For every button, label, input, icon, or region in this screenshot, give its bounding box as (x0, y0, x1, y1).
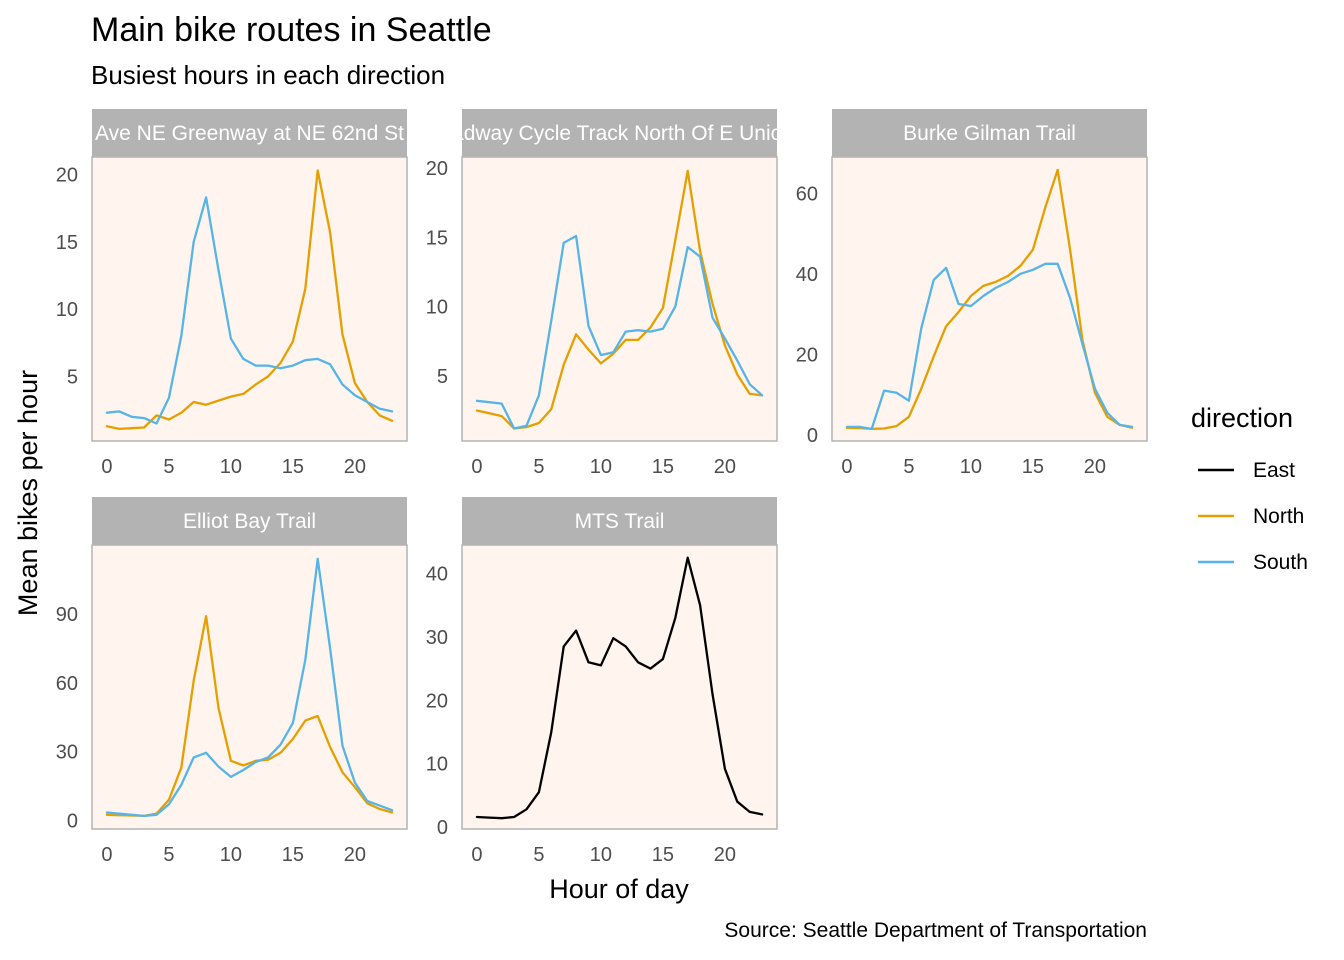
facet-strip-label: Elliot Bay Trail (183, 510, 316, 533)
x-tick-label: 20 (1084, 456, 1106, 478)
y-tick-label: 0 (807, 425, 818, 447)
legend-label: South (1253, 551, 1308, 574)
series-line-south (105, 196, 394, 425)
panel-burke-gilman-trail: Burke Gilman Trail 0 5 10 15 20 0 20 40 60 (796, 109, 1148, 478)
series-line-south (475, 234, 764, 430)
x-tick-label: 15 (652, 456, 674, 478)
x-tick-label: 5 (533, 456, 544, 478)
y-tick-label: 0 (67, 811, 78, 833)
y-tick-label: 90 (56, 604, 78, 626)
x-tick-label: 5 (903, 456, 914, 478)
x-axis-title: Hour of day (549, 874, 689, 904)
y-tick-label: 60 (796, 183, 818, 205)
y-tick-label: 20 (426, 690, 448, 712)
y-tick-label: 5 (437, 366, 448, 388)
panel-mts-trail: MTS Trail 0 5 10 15 20 0 10 20 30 40 (426, 497, 778, 866)
y-tick-label: 30 (56, 742, 78, 764)
legend: direction East North South (1191, 403, 1308, 574)
panel-elliot-bay-trail: Elliot Bay Trail 0 5 10 15 20 0 30 60 90 (56, 497, 408, 866)
facet-strip (92, 109, 407, 157)
series-line-south (105, 557, 394, 818)
x-tick-label: 5 (163, 844, 174, 866)
panel-background (461, 156, 778, 442)
y-tick-label: 10 (426, 754, 448, 776)
legend-item-south: South (1198, 551, 1308, 574)
facet-strip-label: MTS Trail (575, 510, 665, 533)
facet-strip-label: Burke Gilman Trail (903, 122, 1076, 145)
series-line-north (105, 169, 394, 431)
x-tick-label: 10 (590, 844, 612, 866)
series-line-south (845, 262, 1134, 431)
x-tick-label: 15 (1022, 456, 1044, 478)
facet-strip (832, 109, 1147, 157)
y-tick-label: 60 (56, 673, 78, 695)
chart-title: Main bike routes in Seattle (91, 11, 492, 49)
y-tick-label: 30 (426, 627, 448, 649)
facet-strip-label: Ave NE Greenway at NE 62nd St (95, 122, 404, 145)
x-tick-label: 20 (714, 844, 736, 866)
x-tick-label: 15 (282, 844, 304, 866)
x-tick-label: 15 (282, 456, 304, 478)
y-tick-label: 15 (56, 232, 78, 254)
legend-label: North (1253, 505, 1304, 528)
facet-strip-label: Broadway Cycle Track North Of E Union St (419, 122, 819, 145)
x-tick-label: 5 (163, 456, 174, 478)
x-tick-label: 5 (533, 844, 544, 866)
y-tick-label: 15 (426, 227, 448, 249)
y-tick-label: 20 (426, 158, 448, 180)
x-tick-label: 10 (220, 844, 242, 866)
y-tick-label: 10 (426, 297, 448, 319)
legend-title: direction (1191, 403, 1293, 433)
facet-strip (462, 109, 777, 157)
facet-strip (92, 497, 407, 545)
series-line-east (475, 556, 764, 820)
x-tick-label: 0 (471, 456, 482, 478)
x-tick-label: 10 (220, 456, 242, 478)
x-tick-label: 0 (101, 844, 112, 866)
facet-strip (462, 497, 777, 545)
x-tick-label: 20 (344, 456, 366, 478)
legend-item-east: East (1198, 459, 1295, 482)
panel-ave-ne-greenway-at-ne-62nd-st: Ave NE Greenway at NE 62nd St 0 5 10 15 20 5 10… (56, 109, 408, 478)
y-tick-label: 20 (796, 344, 818, 366)
x-tick-label: 0 (101, 456, 112, 478)
panel-background (91, 544, 408, 830)
x-tick-label: 0 (841, 456, 852, 478)
y-tick-label: 0 (437, 817, 448, 839)
chart-subtitle: Busiest hours in each direction (91, 60, 445, 90)
x-tick-label: 15 (652, 844, 674, 866)
y-tick-label: 5 (67, 366, 78, 388)
y-tick-label: 20 (56, 164, 78, 186)
x-tick-label: 20 (344, 844, 366, 866)
x-tick-label: 20 (714, 456, 736, 478)
chart-caption: Source: Seattle Department of Transporta… (724, 919, 1147, 942)
legend-label: East (1253, 459, 1295, 482)
legend-item-north: North (1198, 505, 1304, 528)
panel-background (461, 544, 778, 830)
x-tick-label: 0 (471, 844, 482, 866)
y-tick-label: 40 (796, 264, 818, 286)
panel-broadway-cycle-track-north-of-e-union-st: Broadway Cycle Track North Of E Union St… (419, 109, 819, 478)
y-axis-title: Mean bikes per hour (13, 370, 43, 616)
y-tick-label: 40 (426, 564, 448, 586)
x-tick-label: 10 (590, 456, 612, 478)
y-tick-label: 10 (56, 299, 78, 321)
x-tick-label: 10 (960, 456, 982, 478)
facet-panels: Ave NE Greenway at NE 62nd St 0 5 10 15 20 5 10… (56, 109, 1148, 866)
